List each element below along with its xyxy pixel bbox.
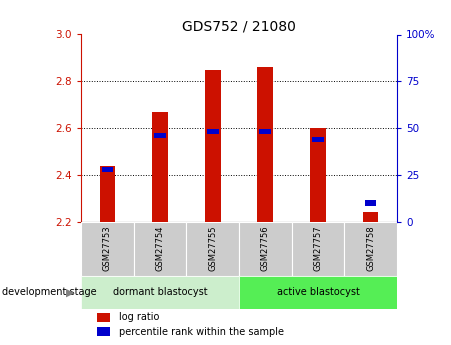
Bar bbox=[259, 129, 271, 135]
Text: ▶: ▶ bbox=[66, 287, 74, 297]
Bar bbox=[100, 166, 115, 221]
Text: GSM27758: GSM27758 bbox=[366, 226, 375, 272]
Bar bbox=[258, 67, 273, 221]
Bar bbox=[205, 70, 221, 221]
Bar bbox=[101, 167, 113, 172]
Text: percentile rank within the sample: percentile rank within the sample bbox=[119, 327, 284, 337]
Bar bbox=[154, 133, 166, 138]
Title: GDS752 / 21080: GDS752 / 21080 bbox=[182, 19, 296, 33]
Text: GSM27755: GSM27755 bbox=[208, 226, 217, 272]
Text: GSM27754: GSM27754 bbox=[156, 226, 165, 272]
Text: development stage: development stage bbox=[2, 287, 97, 297]
Bar bbox=[363, 212, 378, 221]
Bar bbox=[344, 221, 397, 276]
Bar bbox=[152, 112, 168, 221]
Bar bbox=[312, 137, 324, 142]
Bar bbox=[310, 128, 326, 221]
Text: GSM27753: GSM27753 bbox=[103, 226, 112, 272]
Bar bbox=[365, 200, 377, 206]
Bar bbox=[207, 129, 219, 135]
Bar bbox=[292, 221, 344, 276]
Bar bbox=[239, 276, 397, 309]
Bar bbox=[97, 313, 110, 322]
Text: active blastocyst: active blastocyst bbox=[276, 287, 359, 297]
Bar bbox=[239, 221, 292, 276]
Bar bbox=[97, 327, 110, 336]
Text: log ratio: log ratio bbox=[119, 312, 160, 322]
Bar bbox=[186, 221, 239, 276]
Bar bbox=[81, 276, 239, 309]
Bar bbox=[134, 221, 186, 276]
Text: GSM27756: GSM27756 bbox=[261, 226, 270, 272]
Text: GSM27757: GSM27757 bbox=[313, 226, 322, 272]
Bar bbox=[81, 221, 134, 276]
Text: dormant blastocyst: dormant blastocyst bbox=[113, 287, 207, 297]
